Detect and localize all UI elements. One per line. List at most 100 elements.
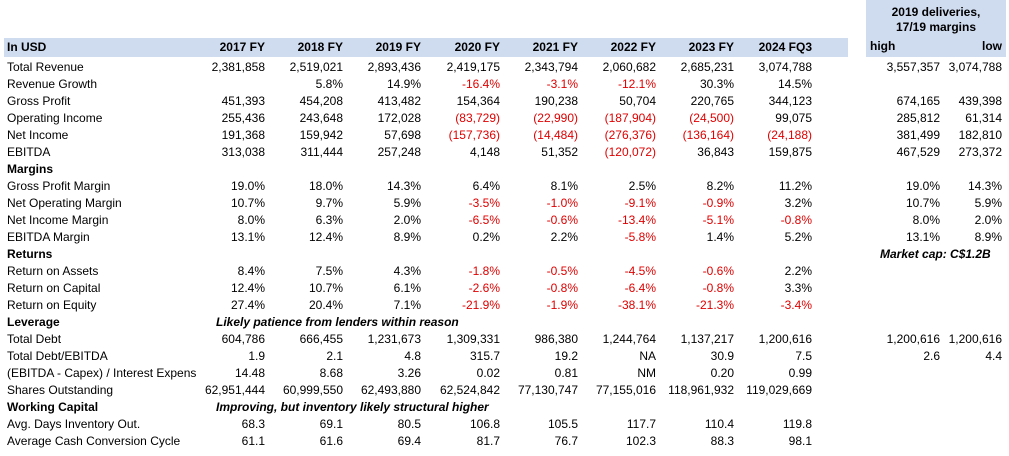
- value-cell[interactable]: -1.8%: [468, 264, 500, 278]
- value-cell[interactable]: 62,524,842: [439, 383, 500, 397]
- row-label[interactable]: Total Debt/EBITDA: [7, 349, 108, 363]
- value-cell[interactable]: 2,419,175: [446, 60, 500, 74]
- value-cell[interactable]: 19.2: [554, 349, 578, 363]
- value-cell[interactable]: 1,244,764: [602, 332, 656, 346]
- value-cell[interactable]: -0.9%: [702, 196, 734, 210]
- value-cell[interactable]: 1.9: [248, 349, 265, 363]
- section-label[interactable]: Leverage: [7, 315, 60, 329]
- row-label[interactable]: EBITDA Margin: [7, 230, 90, 244]
- row-label[interactable]: Return on Assets: [7, 264, 99, 278]
- side-high-cell[interactable]: 2.6: [923, 349, 940, 363]
- side-low-cell[interactable]: 2.0%: [974, 213, 1002, 227]
- side-low-cell[interactable]: 8.9%: [974, 230, 1002, 244]
- value-cell[interactable]: 159,875: [768, 145, 812, 159]
- side-high-cell[interactable]: 285,812: [896, 111, 940, 125]
- value-cell[interactable]: 69.4: [397, 434, 421, 448]
- section-label[interactable]: Margins: [7, 162, 54, 176]
- value-cell[interactable]: 666,455: [299, 332, 343, 346]
- value-cell[interactable]: 0.02: [476, 366, 500, 380]
- value-cell[interactable]: 3.26: [397, 366, 421, 380]
- value-cell[interactable]: -16.4%: [461, 77, 500, 91]
- value-cell[interactable]: 81.7: [476, 434, 500, 448]
- column-header[interactable]: 2017 FY: [219, 40, 265, 54]
- side-low-cell[interactable]: 4.4: [985, 349, 1002, 363]
- column-header[interactable]: 2021 FY: [532, 40, 578, 54]
- value-cell[interactable]: 119,029,669: [746, 383, 812, 397]
- value-cell[interactable]: -3.1%: [546, 77, 578, 91]
- value-cell[interactable]: -4.5%: [624, 264, 656, 278]
- row-label[interactable]: (EBITDA - Capex) / Interest Expens: [7, 366, 197, 380]
- value-cell[interactable]: 14.48: [234, 366, 265, 380]
- value-cell[interactable]: 61.6: [319, 434, 343, 448]
- value-cell[interactable]: 986,380: [534, 332, 578, 346]
- column-header[interactable]: 2018 FY: [297, 40, 343, 54]
- value-cell[interactable]: 1,200,616: [758, 332, 812, 346]
- side-low-cell[interactable]: 273,372: [958, 145, 1002, 159]
- value-cell[interactable]: 76.7: [554, 434, 578, 448]
- value-cell[interactable]: 3,074,788: [758, 60, 812, 74]
- column-header[interactable]: 2020 FY: [454, 40, 500, 54]
- value-cell[interactable]: 98.1: [788, 434, 812, 448]
- value-cell[interactable]: 0.20: [710, 366, 734, 380]
- value-cell[interactable]: 2,381,858: [211, 60, 265, 74]
- value-cell[interactable]: 1,309,331: [446, 332, 500, 346]
- side-high-cell[interactable]: 381,499: [896, 128, 940, 142]
- column-header[interactable]: 2024 FQ3: [758, 40, 812, 54]
- value-cell[interactable]: -1.0%: [546, 196, 578, 210]
- value-cell[interactable]: -12.1%: [617, 77, 656, 91]
- value-cell[interactable]: 4.8: [404, 349, 421, 363]
- value-cell[interactable]: 2,060,682: [602, 60, 656, 74]
- value-cell[interactable]: 4.3%: [393, 264, 421, 278]
- value-cell[interactable]: (22,990): [533, 111, 578, 125]
- value-cell[interactable]: -0.8%: [780, 213, 812, 227]
- side-high-cell[interactable]: 674,165: [896, 94, 940, 108]
- value-cell[interactable]: 10.7%: [308, 281, 343, 295]
- side-high-cell[interactable]: 1,200,616: [886, 332, 940, 346]
- value-cell[interactable]: 172,028: [377, 111, 421, 125]
- value-cell[interactable]: 117.7: [626, 417, 656, 431]
- value-cell[interactable]: (24,500): [689, 111, 734, 125]
- value-cell[interactable]: 12.4%: [230, 281, 265, 295]
- value-cell[interactable]: 604,786: [221, 332, 265, 346]
- value-cell[interactable]: 315.7: [469, 349, 500, 363]
- value-cell[interactable]: 77,130,747: [517, 383, 578, 397]
- value-cell[interactable]: 27.4%: [230, 298, 265, 312]
- value-cell[interactable]: -3.5%: [468, 196, 500, 210]
- value-cell[interactable]: (14,484): [533, 128, 578, 142]
- value-cell[interactable]: (24,188): [767, 128, 812, 142]
- value-cell[interactable]: 4,148: [469, 145, 500, 159]
- value-cell[interactable]: 20.4%: [308, 298, 343, 312]
- value-cell[interactable]: 62,951,444: [204, 383, 265, 397]
- side-high-cell[interactable]: 467,529: [896, 145, 940, 159]
- side-col-high-header[interactable]: high: [870, 39, 896, 53]
- value-cell[interactable]: 18.0%: [308, 179, 343, 193]
- value-cell[interactable]: -21.9%: [461, 298, 500, 312]
- row-label[interactable]: Avg. Days Inventory Out.: [7, 417, 141, 431]
- value-cell[interactable]: (187,904): [604, 111, 656, 125]
- row-label[interactable]: Net Income: [7, 128, 69, 142]
- value-cell[interactable]: 7.1%: [393, 298, 421, 312]
- side-high-cell[interactable]: 10.7%: [905, 196, 940, 210]
- value-cell[interactable]: 14.9%: [386, 77, 421, 91]
- value-cell[interactable]: 2,893,436: [367, 60, 421, 74]
- value-cell[interactable]: 243,648: [299, 111, 343, 125]
- section-label[interactable]: Working Capital: [7, 400, 99, 414]
- side-low-cell[interactable]: 14.3%: [967, 179, 1002, 193]
- value-cell[interactable]: -1.9%: [546, 298, 578, 312]
- value-cell[interactable]: 2,519,021: [289, 60, 343, 74]
- column-header[interactable]: 2023 FY: [688, 40, 734, 54]
- value-cell[interactable]: -38.1%: [617, 298, 656, 312]
- value-cell[interactable]: 413,482: [377, 94, 421, 108]
- value-cell[interactable]: 88.3: [710, 434, 734, 448]
- value-cell[interactable]: 191,368: [221, 128, 265, 142]
- value-cell[interactable]: 8.4%: [237, 264, 265, 278]
- row-label[interactable]: Return on Capital: [7, 281, 101, 295]
- value-cell[interactable]: (136,164): [682, 128, 734, 142]
- value-cell[interactable]: 220,765: [690, 94, 734, 108]
- value-cell[interactable]: -6.5%: [468, 213, 500, 227]
- value-cell[interactable]: 6.1%: [393, 281, 421, 295]
- side-low-cell[interactable]: 3,074,788: [948, 60, 1002, 74]
- value-cell[interactable]: 451,393: [221, 94, 265, 108]
- value-cell[interactable]: 105.5: [547, 417, 578, 431]
- row-label[interactable]: Total Revenue: [7, 60, 84, 74]
